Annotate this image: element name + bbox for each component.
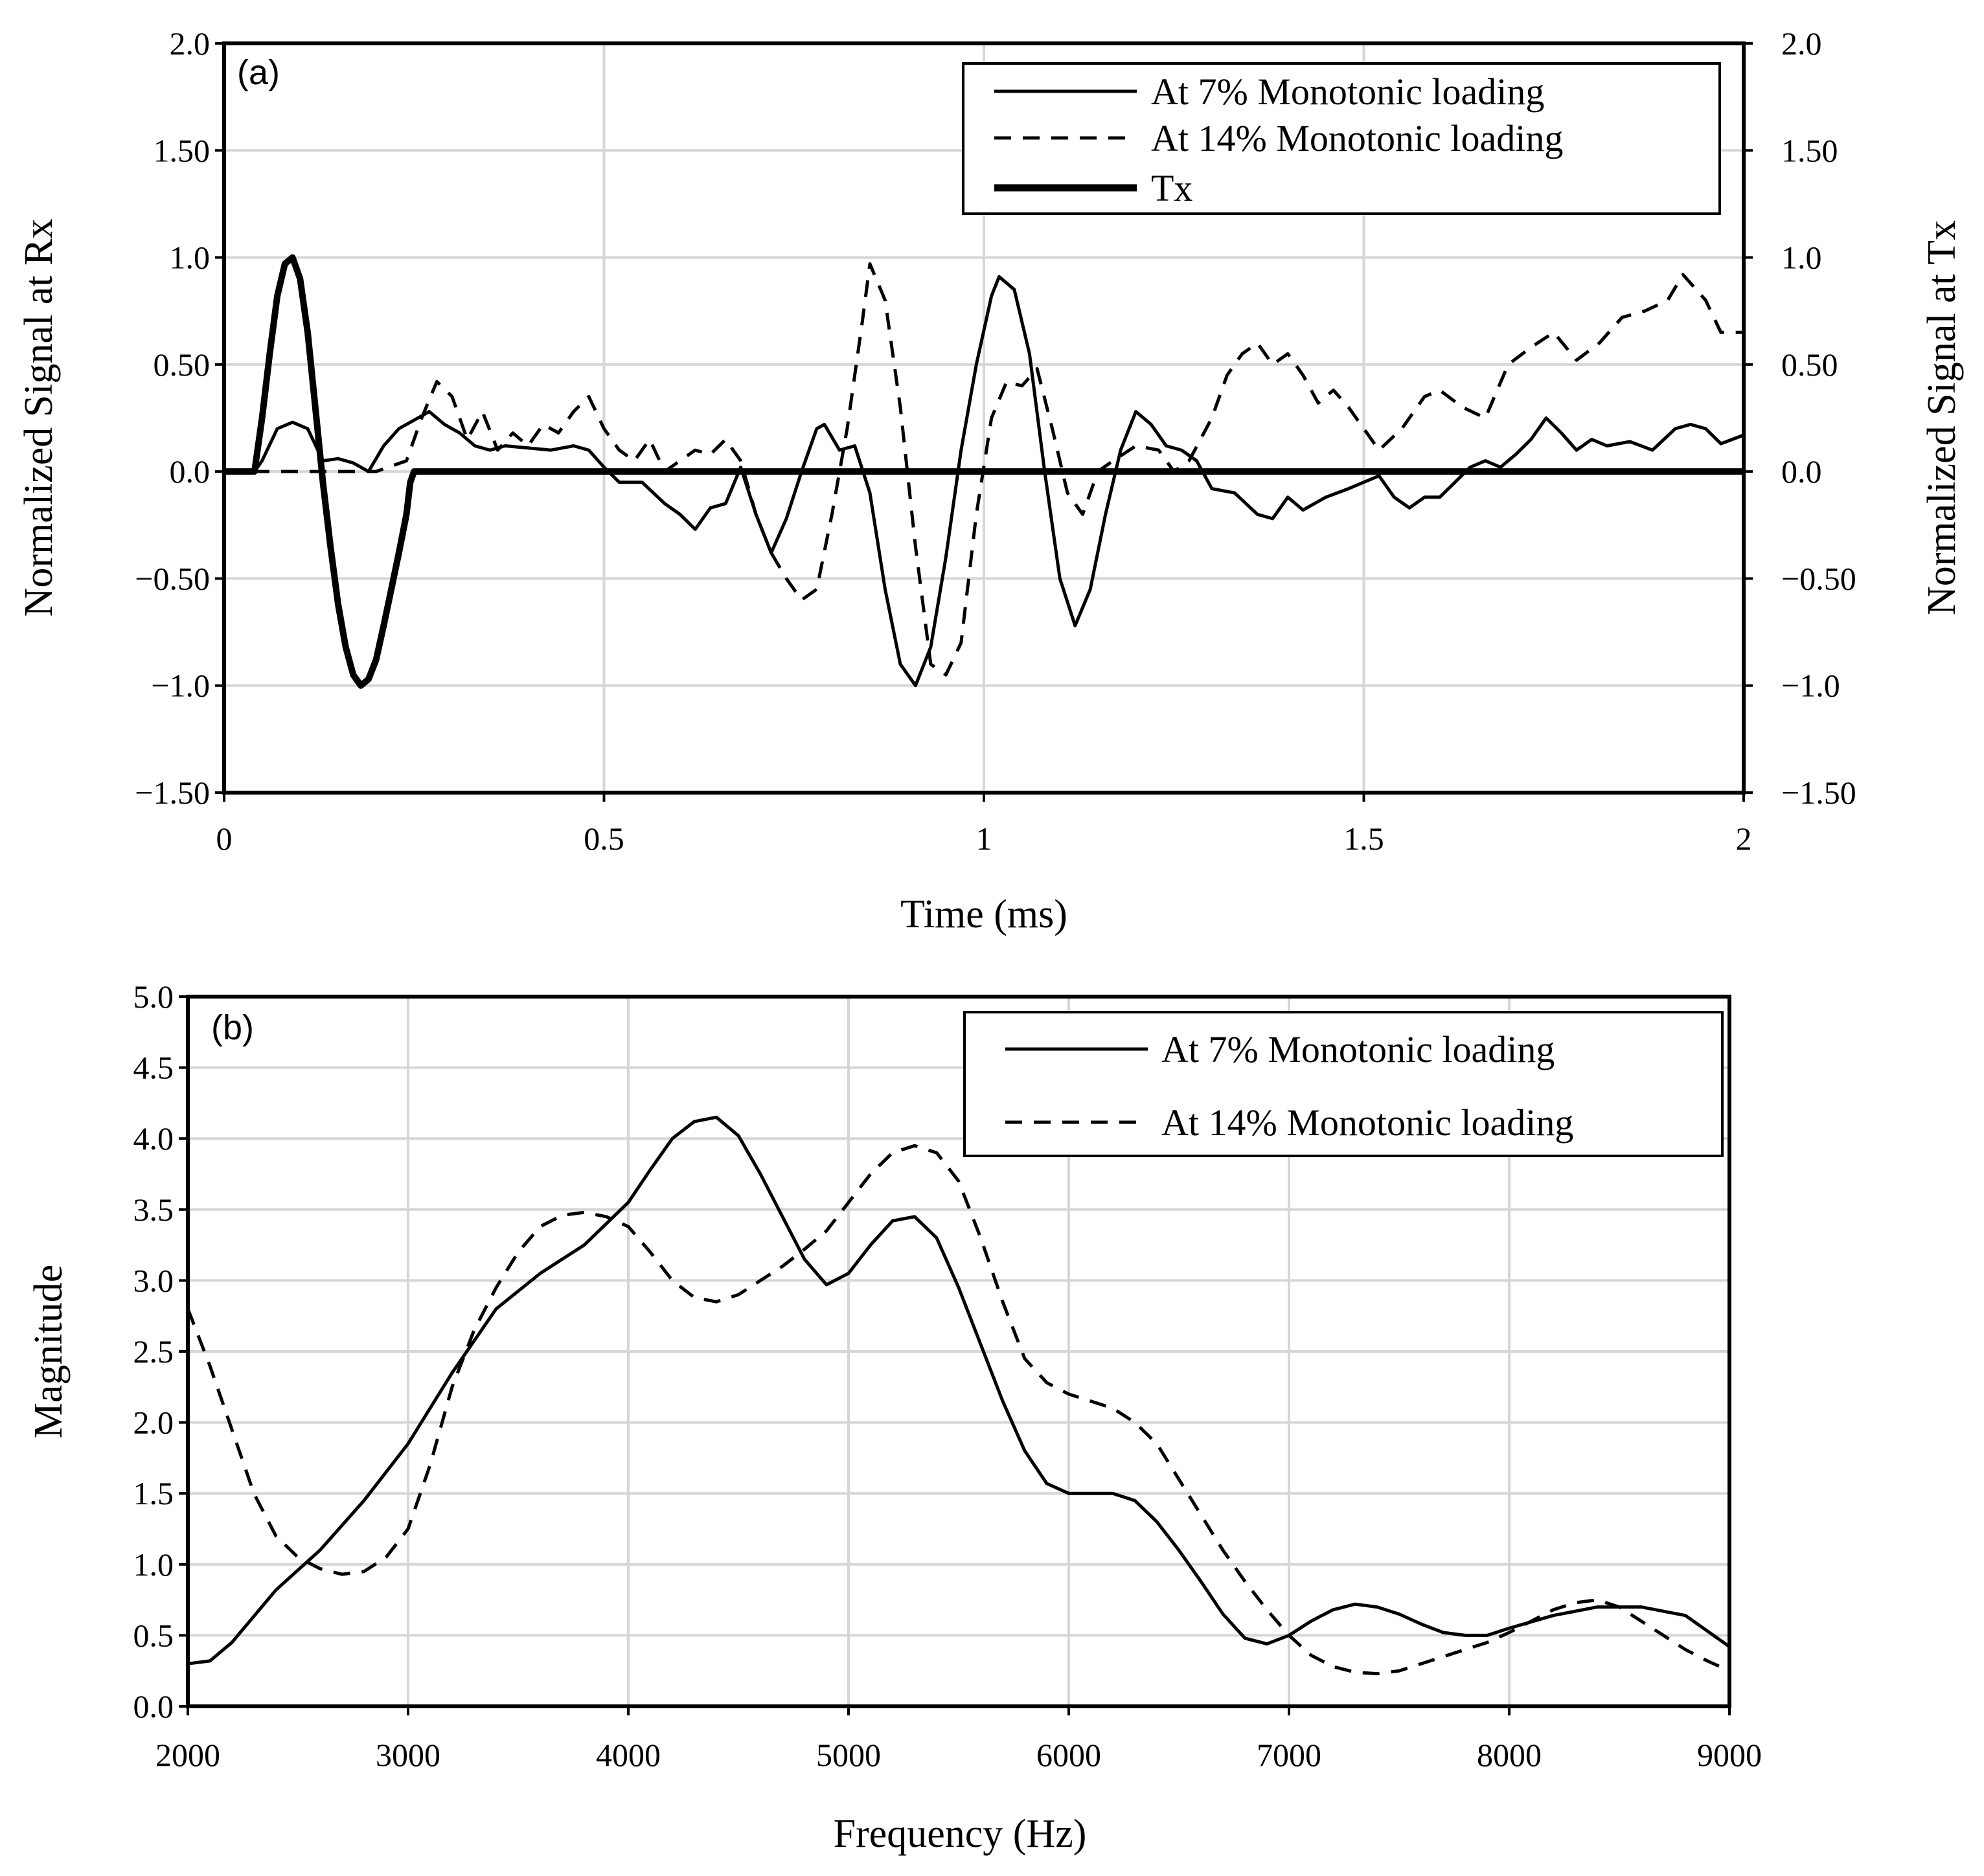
y-tick-label: 4.0 bbox=[133, 1120, 174, 1157]
x-tick-label: 2000 bbox=[155, 1737, 220, 1773]
x-tick-label: 3000 bbox=[376, 1737, 440, 1773]
y2-tick-label: 2.0 bbox=[1781, 25, 1822, 62]
x-tick-label: 6000 bbox=[1036, 1737, 1101, 1773]
chart-b-legend-box bbox=[963, 1011, 1724, 1157]
x-tick-label: 4000 bbox=[596, 1737, 661, 1773]
x-tick-label: 2 bbox=[1736, 820, 1752, 857]
chart-b-x-axis-title: Frequency (Hz) bbox=[834, 1812, 1087, 1856]
chart-a-x-axis-title: Time (ms) bbox=[900, 892, 1067, 936]
y-tick-label: 4.5 bbox=[133, 1050, 174, 1086]
x-tick-label: 9000 bbox=[1697, 1737, 1762, 1773]
y-tick-label: 0.50 bbox=[154, 346, 211, 383]
y-tick-label: 3.0 bbox=[133, 1262, 174, 1298]
chart-b-ticks: 2000 3000 4000 5000 6000 7000 8000 9000 5.0 4.5 4.… bbox=[133, 978, 1762, 1773]
x-tick-label: 5000 bbox=[816, 1737, 881, 1773]
y2-tick-label: −0.50 bbox=[1781, 560, 1856, 596]
y2-tick-label: −1.0 bbox=[1781, 668, 1840, 704]
chart-a-y-axis-title: Normalized Signal at Rx bbox=[17, 219, 61, 617]
x-tick-label: 1.5 bbox=[1343, 820, 1384, 857]
chart-b-y-axis-title: Magnitude bbox=[27, 1265, 71, 1439]
y-tick-label: −0.50 bbox=[135, 560, 210, 596]
chart-a: 0 0.5 1 1.5 2 2.0 1.50 1.0 0.50 0.0 −0.50 −1.0 −1.50… bbox=[17, 25, 1964, 936]
y-tick-label: −1.0 bbox=[151, 668, 210, 704]
chart-b-legend: At 7% Monotonic loading At 14% Monotonic… bbox=[963, 1011, 1724, 1157]
x-tick-label: 0.5 bbox=[584, 820, 624, 857]
y2-tick-label: 0.50 bbox=[1781, 346, 1838, 383]
series-line-at-7-monotonic-loading bbox=[224, 275, 1744, 688]
y-tick-label: 0.0 bbox=[170, 453, 211, 490]
y2-tick-label: 0.0 bbox=[1781, 453, 1822, 490]
series-line-at-14-monotonic-loading bbox=[186, 1144, 1731, 1676]
chart-a-y2-axis-title: Normalized Signal at Tx bbox=[1920, 220, 1964, 615]
chart-b-series bbox=[186, 1115, 1731, 1676]
chart-a-legend-label-tx: Tx bbox=[1151, 167, 1192, 209]
y-tick-label: 1.0 bbox=[133, 1546, 174, 1583]
chart-b-panel-label: (b) bbox=[211, 1008, 254, 1047]
y-tick-label: 5.0 bbox=[133, 978, 174, 1015]
chart-b-legend-label-7pct: At 7% Monotonic loading bbox=[1161, 1028, 1555, 1070]
x-tick-label: 7000 bbox=[1257, 1737, 1321, 1773]
chart-a-legend: At 7% Monotonic loading At 14% Monotonic… bbox=[962, 62, 1721, 215]
chart-a-series bbox=[224, 254, 1744, 689]
y-tick-label: 2.0 bbox=[133, 1405, 174, 1441]
chart-b: 2000 3000 4000 5000 6000 7000 8000 9000 5.0 4.5 4.… bbox=[27, 978, 1762, 1856]
chart-a-legend-label-7pct: At 7% Monotonic loading bbox=[1151, 71, 1544, 113]
chart-a-panel-label: (a) bbox=[237, 53, 280, 92]
x-tick-label: 8000 bbox=[1477, 1737, 1542, 1773]
y-tick-label: −1.50 bbox=[135, 774, 210, 811]
y-tick-label: 0.0 bbox=[133, 1688, 174, 1724]
series-line-tx bbox=[224, 254, 1744, 689]
y2-tick-label: 1.0 bbox=[1781, 240, 1822, 276]
chart-b-legend-label-14pct: At 14% Monotonic loading bbox=[1161, 1102, 1573, 1144]
y-tick-label: 1.50 bbox=[154, 132, 211, 168]
x-tick-label: 1 bbox=[976, 820, 992, 857]
y-tick-label: 1.0 bbox=[170, 240, 211, 276]
chart-a-ticks: 0 0.5 1 1.5 2 2.0 1.50 1.0 0.50 0.0 −0.50 −1.0 −1.50… bbox=[135, 25, 1856, 857]
chart-a-legend-label-14pct: At 14% Monotonic loading bbox=[1151, 117, 1563, 159]
x-tick-label: 0 bbox=[216, 820, 233, 857]
series-line-at-14-monotonic-loading bbox=[224, 262, 1744, 677]
y-tick-label: 3.5 bbox=[133, 1192, 174, 1228]
series-line-at-7-monotonic-loading bbox=[187, 1115, 1731, 1666]
y2-tick-label: −1.50 bbox=[1781, 774, 1856, 811]
y2-tick-label: 1.50 bbox=[1781, 132, 1838, 168]
y-tick-label: 0.5 bbox=[133, 1617, 174, 1653]
y-tick-label: 2.5 bbox=[133, 1333, 174, 1370]
y-tick-label: 2.0 bbox=[170, 25, 211, 62]
y-tick-label: 1.5 bbox=[133, 1475, 174, 1511]
